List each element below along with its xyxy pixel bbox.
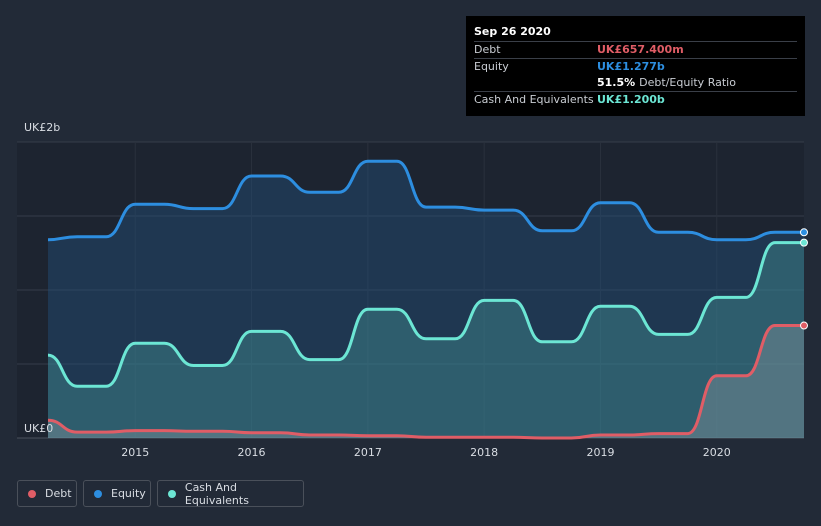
x-tick-label: 2020 [703, 446, 731, 459]
tooltip-date: Sep 26 2020 [474, 25, 551, 38]
equity-legend-dot-icon [94, 489, 102, 498]
series-end-markers [800, 228, 808, 330]
x-tick-label: 2016 [238, 446, 266, 459]
tooltip-cash-label: Cash And Equivalents [474, 92, 594, 106]
tooltip-row-cash: Cash And Equivalents UK£1.200b [474, 90, 797, 108]
y-tick-label: UK£2b [24, 121, 60, 134]
legend-debt-label: Debt [45, 487, 72, 500]
tooltip-ratio-value: 51.5% [597, 75, 636, 89]
cash-line [47, 241, 804, 388]
tooltip-debt-label: Debt [474, 43, 501, 57]
tooltip-panel: Sep 26 2020 Debt UK£657.400m Equity UK£1… [466, 16, 805, 116]
series-lines [47, 159, 804, 440]
legend-item-cash[interactable]: Cash And Equivalents [157, 480, 304, 507]
tooltip-ratio-label: Debt/Equity Ratio [639, 75, 736, 89]
cash-end-marker[interactable] [800, 238, 808, 247]
tooltip-cash-value: UK£1.200b [597, 92, 665, 106]
tooltip-equity-value: UK£1.277b [597, 59, 665, 73]
x-tick-label: 2015 [121, 446, 149, 459]
axis-labels: UK£0 UK£2b 2015 2016 2017 2018 2019 2020 [24, 121, 731, 459]
debt-legend-dot-icon [28, 489, 36, 498]
cash-legend-dot-icon [168, 489, 176, 498]
x-tick-label: 2017 [354, 446, 382, 459]
tooltip-debt-value: UK£657.400m [597, 43, 684, 57]
tooltip-row-equity: Equity UK£1.277b [474, 57, 797, 75]
legend-item-debt[interactable]: Debt [17, 480, 77, 507]
tooltip-equity-label: Equity [474, 59, 509, 73]
gridlines [17, 141, 804, 439]
legend-cash-label: Cash And Equivalents [184, 480, 249, 507]
equity-end-marker[interactable] [800, 228, 808, 237]
tooltip-row-ratio: 51.5% Debt/Equity Ratio [474, 74, 797, 91]
equity-area [48, 161, 804, 438]
legend-item-equity[interactable]: Equity [83, 480, 151, 507]
debt-area [48, 325, 804, 438]
debt-end-marker[interactable] [800, 321, 808, 330]
y-tick-label: UK£0 [24, 422, 53, 435]
equity-line [47, 159, 804, 242]
legend-equity-label: Equity [111, 487, 146, 500]
debt-line [47, 324, 804, 440]
tooltip-row-debt: Debt UK£657.400m [474, 41, 797, 58]
x-tick-label: 2018 [470, 446, 498, 459]
x-tick-label: 2019 [586, 446, 614, 459]
